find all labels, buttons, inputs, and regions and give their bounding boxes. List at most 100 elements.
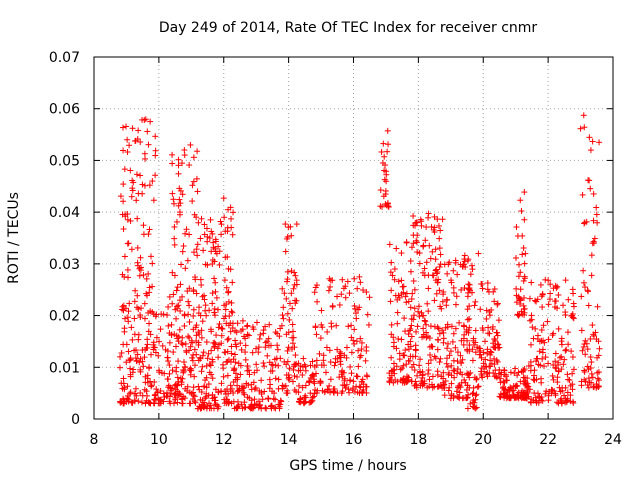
data-point [490, 288, 497, 295]
data-point [123, 123, 130, 130]
data-point [127, 217, 134, 224]
data-point [141, 315, 148, 322]
data-point [587, 354, 594, 361]
data-point [530, 376, 537, 383]
data-point [363, 289, 370, 296]
data-point [223, 359, 230, 366]
data-point [405, 298, 412, 305]
data-point [283, 372, 290, 379]
data-point [466, 374, 473, 381]
data-point [193, 351, 200, 358]
data-point [272, 375, 279, 382]
data-point [564, 329, 571, 336]
data-point [585, 177, 592, 184]
data-point [419, 371, 426, 378]
data-point [324, 388, 331, 395]
data-point [225, 289, 232, 296]
data-point [200, 247, 207, 254]
data-point [450, 330, 457, 337]
data-point [394, 296, 401, 303]
data-point [300, 355, 307, 362]
data-point [466, 303, 473, 310]
data-point [311, 380, 318, 387]
data-point [193, 175, 200, 182]
data-point [351, 275, 358, 282]
data-point [203, 312, 210, 319]
data-point [317, 335, 324, 342]
data-point [224, 386, 231, 393]
data-point [291, 269, 298, 276]
data-point [513, 224, 520, 231]
data-point [491, 298, 498, 305]
data-point [187, 365, 194, 372]
data-point [489, 323, 496, 330]
data-point [412, 353, 419, 360]
data-point [292, 272, 299, 279]
data-point [589, 322, 596, 329]
data-point [207, 216, 214, 223]
data-point [454, 366, 461, 373]
data-point [377, 187, 384, 194]
data-point [497, 391, 504, 398]
data-point [465, 281, 472, 288]
data-point [408, 295, 415, 302]
data-point [248, 381, 255, 388]
data-point [227, 328, 234, 335]
data-point [156, 367, 163, 374]
data-point [171, 241, 178, 248]
data-point [357, 279, 364, 286]
data-point [281, 290, 288, 297]
data-point [436, 287, 443, 294]
data-point [208, 248, 215, 255]
data-point [581, 219, 588, 226]
data-point [362, 357, 369, 364]
data-point [522, 374, 529, 381]
data-point [460, 322, 467, 329]
data-point [355, 363, 362, 370]
data-point [588, 370, 595, 377]
data-point [536, 348, 543, 355]
data-point [144, 336, 151, 343]
data-point [461, 252, 468, 259]
data-point [570, 290, 577, 297]
y-tick-label: 0.01 [49, 360, 80, 376]
data-point [186, 318, 193, 325]
data-point [177, 187, 184, 194]
data-point [215, 389, 222, 396]
data-point [137, 366, 144, 373]
data-point [299, 372, 306, 379]
data-point [352, 305, 359, 312]
data-point [320, 357, 327, 364]
data-point [427, 357, 434, 364]
data-point [169, 269, 176, 276]
data-point [568, 348, 575, 355]
data-point [477, 306, 484, 313]
data-point [420, 333, 427, 340]
data-point [378, 203, 385, 210]
data-point [190, 326, 197, 333]
data-point [182, 265, 189, 272]
data-point [257, 331, 264, 338]
data-point [388, 321, 395, 328]
data-point [232, 337, 239, 344]
data-point [414, 323, 421, 330]
data-point [175, 358, 182, 365]
data-point [222, 306, 229, 313]
data-point [432, 246, 439, 253]
data-point [467, 369, 474, 376]
data-point [230, 378, 237, 385]
data-point [313, 282, 320, 289]
data-point [197, 354, 204, 361]
data-point [533, 358, 540, 365]
data-point [386, 241, 393, 248]
data-point [416, 250, 423, 257]
data-point [171, 272, 178, 279]
data-point [473, 376, 480, 383]
data-point [119, 211, 126, 218]
data-point [333, 322, 340, 329]
data-point [287, 300, 294, 307]
data-point [486, 312, 493, 319]
data-point [260, 330, 267, 337]
data-point [151, 379, 158, 386]
data-point [491, 361, 498, 368]
